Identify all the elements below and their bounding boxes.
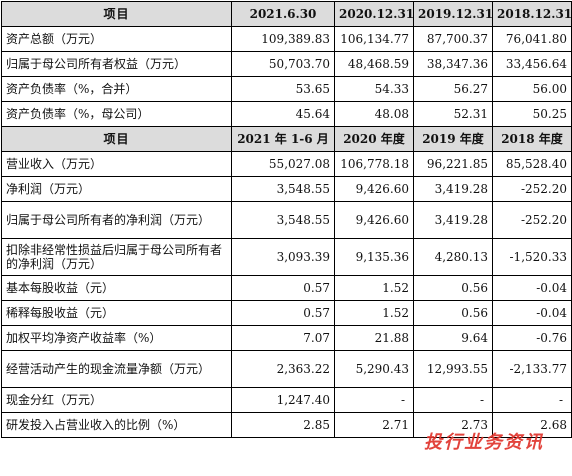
watermark-logo: 投行业务资讯 [424,432,544,453]
value-cell: 0.56 [413,275,493,301]
value-cell: 3,548.55 [231,201,335,239]
value-cell: 2.85 [231,412,335,438]
value-cell: 3,093.39 [231,238,335,276]
table-row: 稀释每股收益（元） 0.57 1.52 0.56 -0.04 [1,300,572,326]
value-cell: -0.04 [492,300,572,326]
value-cell: 2.71 [334,412,414,438]
value-cell: - [492,387,572,413]
value-cell: 3,548.55 [231,176,335,202]
table-row: 加权平均净资产收益率（%） 7.07 21.88 9.64 -0.76 [1,325,572,351]
value-cell: 9,426.60 [334,201,414,239]
value-cell: 3,419.28 [413,201,493,239]
row-label-cell: 资产总额（万元） [1,26,232,52]
value-cell: 56.00 [492,76,572,102]
value-cell: 4,280.13 [413,238,493,276]
value-cell: 9,426.60 [334,176,414,202]
table-header-row: 项目 2021 年 1-6 月 2020 年度 2019 年度 2018 年度 [1,126,572,152]
table-row: 归属于母公司所有者权益（万元） 50,703.70 48,468.59 38,347.… [1,51,572,77]
row-label-cell: 稀释每股收益（元） [1,300,232,326]
value-cell: 2,363.22 [231,350,335,388]
value-cell: 1,247.40 [231,387,335,413]
value-cell: -0.76 [492,325,572,351]
table-header-row: 项目 2021.6.30 2020.12.31 2019.12.31 2018.12.3… [1,1,572,27]
header-period-cell: 2019.12.31 [413,1,493,27]
value-cell: 53.65 [231,76,335,102]
header-period-cell: 2019 年度 [413,126,493,152]
value-cell: 9.64 [413,325,493,351]
value-cell: 12,993.55 [413,350,493,388]
value-cell: 5,290.43 [334,350,414,388]
value-cell: 3,419.28 [413,176,493,202]
row-label-cell: 资产负债率（%，母公司） [1,101,232,127]
header-item-cell: 项目 [1,1,232,27]
row-label-cell: 扣除非经常性损益后归属于母公司所有者的净利润（万元） [1,238,232,276]
value-cell: -1,520.33 [492,238,572,276]
value-cell: 106,134.77 [334,26,414,52]
value-cell: 87,700.37 [413,26,493,52]
header-period-cell: 2018 年度 [492,126,572,152]
value-cell: -0.04 [492,275,572,301]
table-row: 研发投入占营业收入的比例（%） 2.85 2.71 2.73 2.68 [1,412,572,438]
table-row: 营业收入（万元） 55,027.08 106,778.18 96,221.85 85,5… [1,151,572,177]
table-row: 资产总额（万元） 109,389.83 106,134.77 87,700.37 76,… [1,26,572,52]
value-cell: 48.08 [334,101,414,127]
value-cell: 52.31 [413,101,493,127]
row-label-cell: 归属于母公司所有者权益（万元） [1,51,232,77]
table-row: 净利润（万元） 3,548.55 9,426.60 3,419.28 -252.20 [1,176,572,202]
value-cell: 0.57 [231,275,335,301]
header-period-cell: 2021.6.30 [231,1,335,27]
row-label-cell: 研发投入占营业收入的比例（%） [1,412,232,438]
value-cell: 106,778.18 [334,151,414,177]
row-label-cell: 加权平均净资产收益率（%） [1,325,232,351]
value-cell: 21.88 [334,325,414,351]
row-label-cell: 营业收入（万元） [1,151,232,177]
value-cell: 2.73 [413,412,493,438]
table-row: 现金分红（万元） 1,247.40- - - [1,387,572,413]
row-label-cell: 经营活动产生的现金流量净额（万元） [1,350,232,388]
value-cell: -252.20 [492,176,572,202]
value-cell: 45.64 [231,101,335,127]
table-body: 项目 2021.6.30 2020.12.31 2019.12.31 2018.12.3… [1,1,572,438]
value-cell: 54.33 [334,76,414,102]
value-cell: 9,135.36 [334,238,414,276]
value-cell: 7.07 [231,325,335,351]
table-row: 扣除非经常性损益后归属于母公司所有者的净利润（万元） 3,093.39 9,135.… [1,238,572,276]
row-label-cell: 资产负债率（%，合并） [1,76,232,102]
value-cell: 0.56 [413,300,493,326]
value-cell: 48,468.59 [334,51,414,77]
value-cell: -252.20 [492,201,572,239]
header-period-cell: 2020 年度 [334,126,414,152]
value-cell: -2,133.77 [492,350,572,388]
row-label-cell: 基本每股收益（元） [1,275,232,301]
table-row: 归属于母公司所有者的净利润（万元） 3,548.55 9,426.60 3,419.2… [1,201,572,239]
header-item-cell: 项目 [1,126,232,152]
value-cell: 0.57 [231,300,335,326]
table-row: 资产负债率（%，合并） 53.65 54.33 56.27 56.00 [1,76,572,102]
value-cell: 56.27 [413,76,493,102]
value-cell: 85,528.40 [492,151,572,177]
table-row: 资产负债率（%，母公司） 45.64 48.08 52.31 50.25 [1,101,572,127]
value-cell: - [413,387,493,413]
value-cell: 50,703.70 [231,51,335,77]
table-row: 经营活动产生的现金流量净额（万元） 2,363.22 5,290.43 12,993.… [1,350,572,388]
value-cell: 109,389.83 [231,26,335,52]
row-label-cell: 净利润（万元） [1,176,232,202]
value-cell: 55,027.08 [231,151,335,177]
value-cell: 76,041.80 [492,26,572,52]
header-period-cell: 2020.12.31 [334,1,414,27]
value-cell: 96,221.85 [413,151,493,177]
row-label-cell: 现金分红（万元） [1,387,232,413]
table-row: 基本每股收益（元） 0.57 1.52 0.56 -0.04 [1,275,572,301]
value-cell: 33,456.64 [492,51,572,77]
row-label-cell: 归属于母公司所有者的净利润（万元） [1,201,232,239]
header-period-cell: 2021 年 1-6 月 [231,126,335,152]
value-cell: 1.52 [334,300,414,326]
value-cell: 1.52 [334,275,414,301]
value-cell: 2.68 [492,412,572,438]
header-period-cell: 2018.12.31 [492,1,572,27]
value-cell: 38,347.36 [413,51,493,77]
value-cell: 50.25 [492,101,572,127]
value-cell: - [334,387,414,413]
financial-data-table: 项目 2021.6.30 2020.12.31 2019.12.31 2018.12.3… [1,1,572,438]
